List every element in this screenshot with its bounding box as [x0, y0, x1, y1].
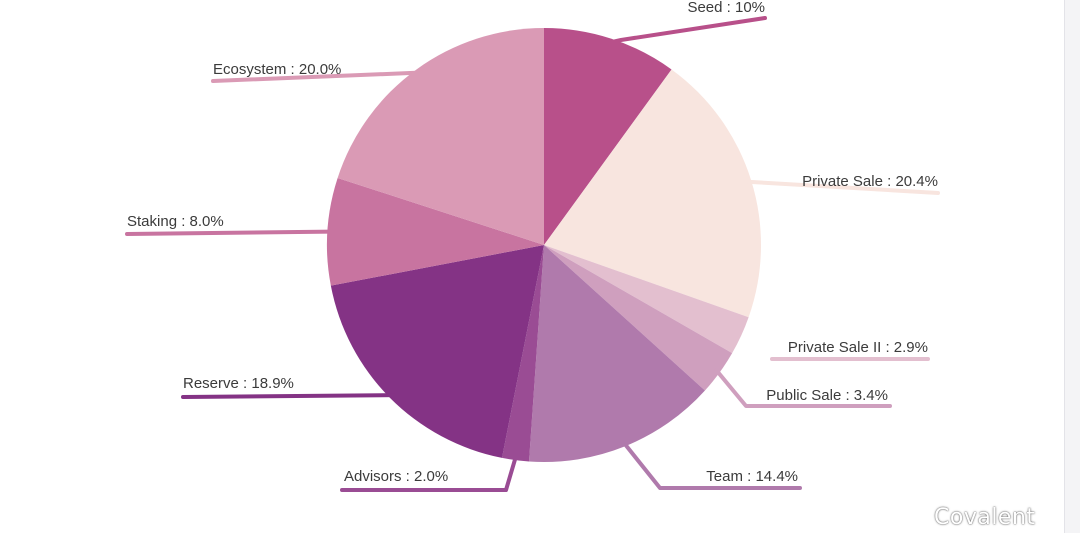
- leader-line-public-sale: [714, 368, 892, 408]
- slice-label-public-sale: Public Sale : 3.4%: [766, 387, 888, 404]
- wechat-icon: [891, 505, 924, 529]
- page-edge: [1064, 0, 1080, 533]
- leader-line-seed: [607, 16, 767, 45]
- leader-line-private-sale: [745, 179, 940, 195]
- slice-label-team: Team : 14.4%: [706, 468, 798, 485]
- slice-labels: Seed : 10% Private Sale : 20.4% Private Sa…: [127, 0, 938, 485]
- leader-line-reserve: [181, 393, 395, 399]
- pie-slice-public-sale: [544, 245, 733, 391]
- leader-line-advisors: [340, 454, 518, 492]
- leader-lines: [125, 16, 940, 492]
- leader-line-ecosystem: [211, 70, 421, 83]
- watermark-text: Covalent: [934, 504, 1036, 530]
- pie-slice-team: [529, 245, 705, 462]
- leader-line-team: [621, 440, 802, 490]
- leader-line-staking: [125, 229, 334, 236]
- pie-slice-seed: [544, 28, 672, 245]
- pie-slice-private-sale-ii: [544, 245, 749, 354]
- watermark: Covalent: [890, 504, 1036, 530]
- slice-label-private-sale: Private Sale : 20.4%: [802, 173, 938, 190]
- pie-slice-private-sale: [544, 69, 762, 318]
- pie-slice-ecosystem: [337, 28, 544, 245]
- pie-slice-advisors: [502, 245, 544, 462]
- slice-label-private-sale-ii: Private Sale II : 2.9%: [788, 339, 928, 356]
- slice-label-staking: Staking : 8.0%: [127, 213, 224, 230]
- slice-label-advisors: Advisors : 2.0%: [344, 468, 448, 485]
- pie-slice-reserve: [330, 245, 544, 458]
- pie-slices: [326, 28, 762, 462]
- slice-label-seed: Seed : 10%: [687, 0, 765, 16]
- slice-label-reserve: Reserve : 18.9%: [183, 375, 294, 392]
- slice-label-ecosystem: Ecosystem : 20.0%: [213, 61, 341, 78]
- pie-slice-staking: [326, 177, 544, 286]
